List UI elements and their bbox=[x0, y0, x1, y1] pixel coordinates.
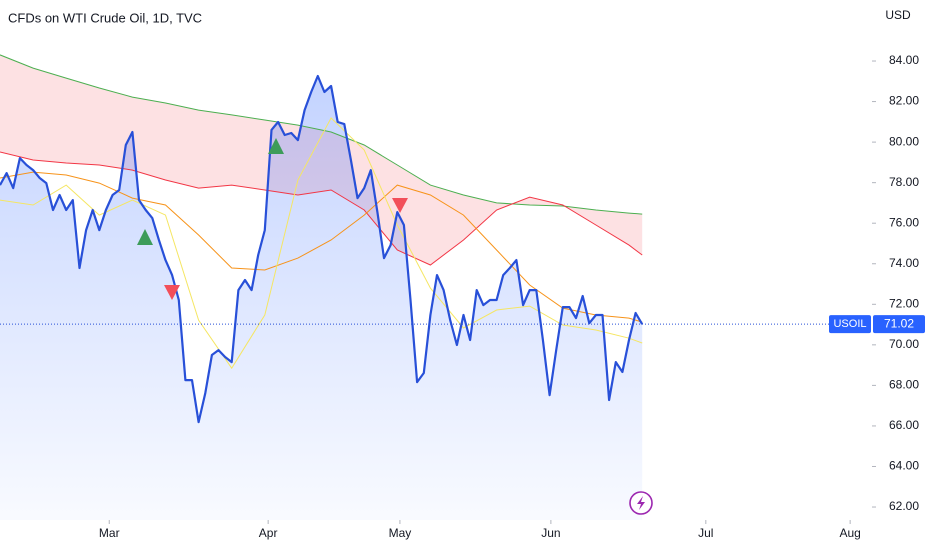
y-tick-label: 68.00 bbox=[889, 378, 919, 392]
x-tick-label: May bbox=[389, 526, 412, 540]
price-tag-text: 71.02 bbox=[884, 316, 914, 330]
price-line bbox=[0, 74, 644, 424]
y-tick-label: 80.00 bbox=[889, 134, 919, 148]
x-tick-label: Apr bbox=[259, 526, 278, 540]
y-tick-label: 64.00 bbox=[889, 459, 919, 473]
sell-signal bbox=[164, 285, 180, 300]
moving-average bbox=[0, 171, 643, 323]
sell-signal bbox=[392, 198, 408, 213]
moving-average bbox=[0, 54, 643, 215]
y-tick-label: 82.00 bbox=[889, 94, 919, 108]
y-tick-label: 72.00 bbox=[889, 296, 919, 310]
currency-label: USD bbox=[885, 8, 911, 22]
moving-average bbox=[0, 117, 643, 370]
x-tick-label: Jul bbox=[698, 526, 713, 540]
y-tick-label: 66.00 bbox=[889, 418, 919, 432]
y-tick-label: 70.00 bbox=[889, 337, 919, 351]
symbol-tag-text: USOIL bbox=[833, 318, 866, 330]
buy-signal bbox=[137, 229, 153, 245]
event-icon[interactable] bbox=[629, 491, 653, 515]
price-area bbox=[0, 76, 643, 520]
y-tick-label: 74.00 bbox=[889, 256, 919, 270]
x-tick-label: Mar bbox=[99, 526, 120, 540]
y-tick-label: 78.00 bbox=[889, 175, 919, 189]
plot-area bbox=[0, 54, 872, 520]
y-tick-label: 76.00 bbox=[889, 215, 919, 229]
moving-average bbox=[0, 151, 643, 266]
chart-title: CFDs on WTI Crude Oil, 1D, TVC bbox=[8, 10, 202, 25]
price-tag bbox=[873, 315, 925, 334]
x-tick-label: Jun bbox=[541, 526, 560, 540]
symbol-tag bbox=[829, 315, 871, 334]
y-tick-label: 84.00 bbox=[889, 53, 919, 67]
y-tick-label: 62.00 bbox=[889, 499, 919, 513]
x-tick-label: Aug bbox=[839, 526, 860, 540]
buy-signal bbox=[268, 138, 284, 154]
